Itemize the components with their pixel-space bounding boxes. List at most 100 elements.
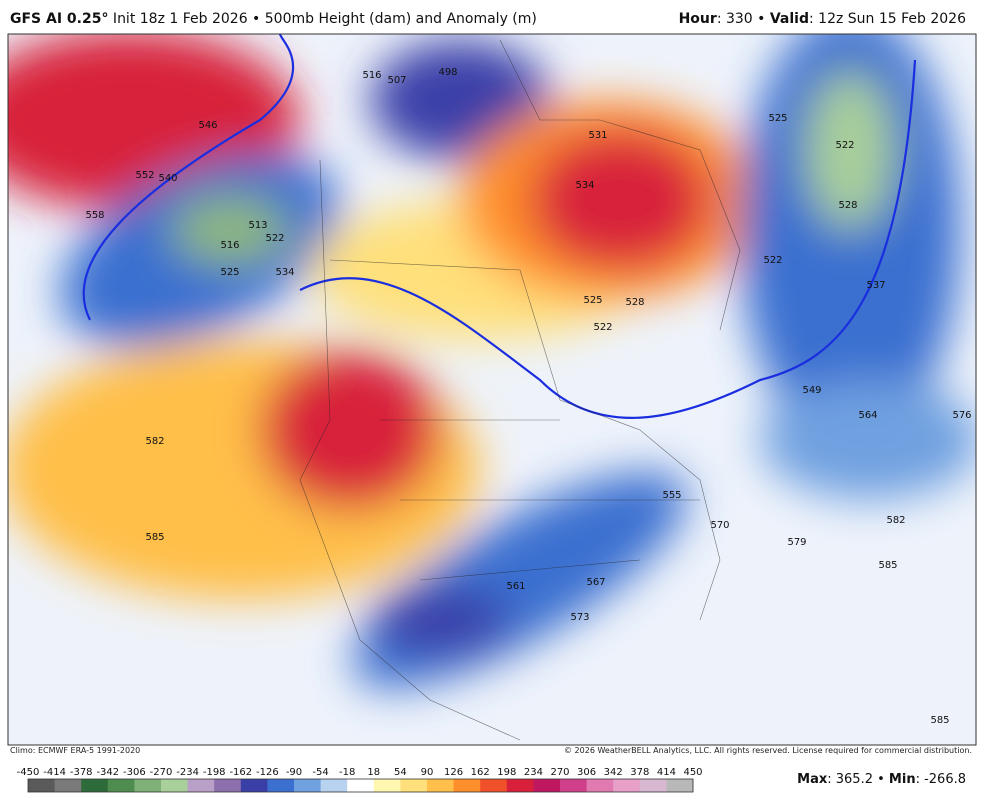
colorbar-label: 162 [471,767,490,778]
colorbar-segment [373,779,401,792]
contour-label: 558 [85,210,104,221]
description: Init 18z 1 Feb 2026 • 500mb Height (dam)… [108,11,537,27]
colorbar-segment [214,779,242,792]
colorbar-label: 342 [604,767,623,778]
contour-label: 570 [710,520,729,531]
colorbar-label: -450 [17,767,40,778]
colorbar-segment [267,779,295,792]
contour-label: 573 [570,612,589,623]
colorbar-frame [27,778,694,793]
colorbar-label: -18 [339,767,355,778]
colorbar-label: 90 [421,767,434,778]
colorbar-segment [240,779,268,792]
contour-label: 522 [763,255,782,266]
contour-label: 537 [866,280,885,291]
contour-label: 516 [220,240,239,251]
colorbar-segment [506,779,534,792]
contour-label: 498 [438,67,457,78]
header-left: GFS AI 0.25° Init 18z 1 Feb 2026 • 500mb… [10,11,537,27]
colorbar-label: -126 [256,767,279,778]
contour-label: 525 [768,113,787,124]
contour-label: 582 [145,436,164,447]
contour-label: 534 [575,180,594,191]
colorbar-label: 54 [394,767,407,778]
contour-label: 546 [198,120,217,131]
contour-label: 513 [248,220,267,231]
hour-label: Hour [678,11,717,27]
min: : -266.8 [915,772,966,787]
max: : 365.2 • [827,772,889,787]
colorbar-label: 414 [657,767,676,778]
colorbar-segment [560,779,588,792]
colorbar-label: 234 [524,767,543,778]
colorbar-label: 126 [444,767,463,778]
climo: Climo: ECMWF ERA-5 1991-2020 [10,746,141,755]
colorbar-segment [81,779,109,792]
contour-label: 582 [886,515,905,526]
colorbar-label: -270 [150,767,173,778]
contour-label: 555 [662,490,681,501]
contour-label: 516 [362,70,381,81]
valid-label: Valid [769,11,809,27]
contour-label: 549 [802,385,821,396]
colorbar-label: -90 [286,767,302,778]
contour-label: 585 [878,560,897,571]
colorbar-label: -378 [70,767,93,778]
contour-label: 507 [387,75,406,86]
colorbar-label: -342 [96,767,119,778]
contour-label: 522 [265,233,284,244]
contour-label: 552 [135,170,154,181]
colorbar-label: -162 [229,767,252,778]
colorbar-segment [347,779,375,792]
colorbar-label: 306 [577,767,596,778]
colorbar-segment [400,779,428,792]
hour: : 330 • [716,11,770,27]
contour-label: 528 [838,200,857,211]
contour-label: 522 [835,140,854,151]
contour-label: 525 [220,267,239,278]
max-label: Max [797,772,828,787]
colorbar-label: 18 [367,767,380,778]
copyright: © 2026 WeatherBELL Analytics, LLC. All r… [564,746,972,755]
header-right: Hour: 330 • Valid: 12z Sun 15 Feb 2026 [679,11,966,27]
contour-label: 525 [583,295,602,306]
colorbar-segment [453,779,481,792]
contour-label: 567 [586,577,605,588]
stats: Max: 365.2 • Min: -266.8 [797,772,966,787]
contour-label: 531 [588,130,607,141]
contour-label: 522 [593,322,612,333]
contour-label: 585 [930,715,949,726]
colorbar-segment [613,779,641,792]
valid: : 12z Sun 15 Feb 2026 [809,11,966,27]
colorbar-label: 450 [683,767,702,778]
colorbar-label: -198 [203,767,226,778]
model: GFS AI 0.25° [10,11,109,27]
colorbar-segment [533,779,561,792]
contour-label: 540 [158,173,177,184]
colorbar-segment [28,779,56,792]
colorbar-label: 378 [630,767,649,778]
colorbar-segment [586,779,614,792]
colorbar-label: -414 [43,767,66,778]
min-label: Min [888,772,916,787]
colorbar-segment [666,779,694,792]
colorbar-label: -306 [123,767,146,778]
colorbar-segment [54,779,82,792]
colorbar-label: -54 [312,767,328,778]
colorbar-segment [187,779,215,792]
contour-label: 564 [858,410,877,421]
colorbar-segment [320,779,348,792]
colorbar-segment [294,779,322,792]
colorbar-segment [107,779,135,792]
contour-label: 576 [952,410,971,421]
colorbar-label: -234 [176,767,199,778]
colorbar-segment [639,779,667,792]
contour-label: 528 [625,297,644,308]
colorbar-segment [480,779,508,792]
colorbar-label: 198 [497,767,516,778]
contour-label: 534 [275,267,294,278]
colorbar-segment [134,779,162,792]
contour-label: 561 [506,581,525,592]
